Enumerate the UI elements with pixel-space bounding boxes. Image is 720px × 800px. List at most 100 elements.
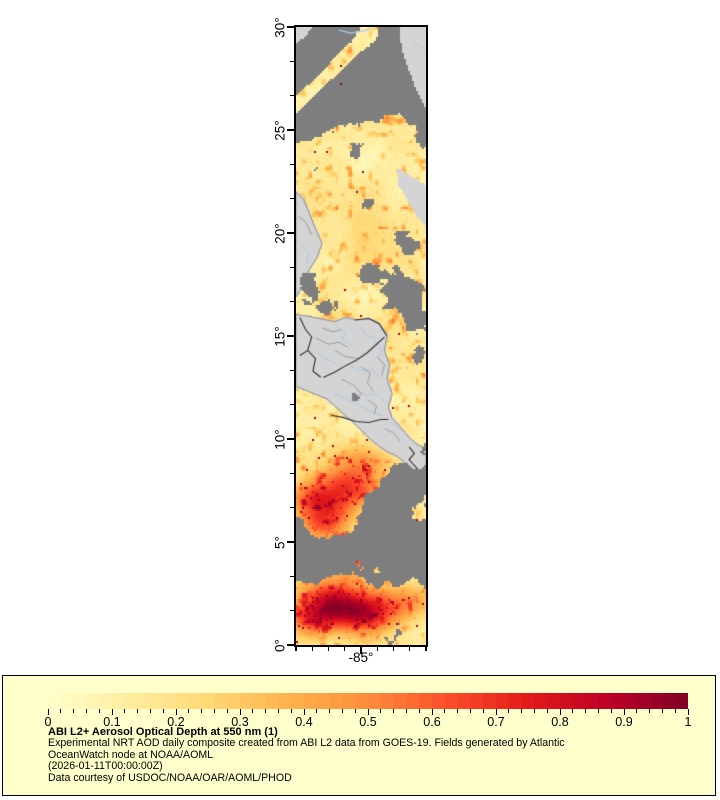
colorbar-minor-tick (482, 709, 484, 713)
colorbar-minor-tick (418, 709, 420, 713)
colorbar-minor-tick (572, 709, 574, 713)
colorbar-minor-tick (85, 709, 87, 713)
x-axis-major-tick (360, 647, 362, 654)
y-axis-tick-label: 10° (272, 428, 288, 450)
colorbar-minor-tick (124, 709, 126, 713)
colorbar-major-tick (303, 709, 305, 715)
colorbar-major-tick (431, 709, 433, 715)
colorbar-minor-tick (329, 709, 331, 713)
y-axis-minor-tick (290, 198, 294, 200)
y-axis-minor-tick (290, 60, 294, 62)
colorbar-minor-tick (533, 709, 535, 713)
colorbar-minor-tick (188, 709, 190, 713)
colorbar-minor-tick (341, 709, 343, 713)
y-axis-major-tick (287, 541, 294, 543)
y-axis-minor-tick (290, 95, 294, 97)
legend-panel: 0 0.1 0.2 0.3 0.4 0.5 0.6 0.7 0.8 0.9 1 ABI L2+ Ae… (2, 675, 716, 796)
colorbar-minor-tick (610, 709, 612, 713)
y-axis-minor-tick (290, 369, 294, 371)
colorbar-minor-tick (405, 709, 407, 713)
colorbar-minor-tick (98, 709, 100, 713)
colorbar-minor-tick (137, 709, 139, 713)
y-axis-tick-label: 25° (272, 119, 288, 141)
x-axis-minor-tick (311, 647, 313, 651)
colorbar-minor-tick (546, 709, 548, 713)
y-axis-major-tick (287, 438, 294, 440)
y-axis-minor-tick (290, 610, 294, 612)
y-axis-minor-tick (290, 404, 294, 406)
colorbar-minor-tick (252, 709, 254, 713)
colorbar-tick-label: 1 (684, 715, 692, 729)
x-axis-tick-label: -85° (348, 650, 374, 665)
colorbar-minor-tick (213, 709, 215, 713)
colorbar-major-tick (623, 709, 625, 715)
colorbar-tick-label: 0.8 (551, 715, 569, 729)
colorbar-major-tick (687, 709, 689, 715)
product-description-line-2: OceanWatch node at NOAA/AOML (48, 748, 214, 761)
colorbar-minor-tick (508, 709, 510, 713)
product-timestamp: (2026-01-11T00:00:00Z) (48, 760, 163, 773)
map-plot-frame (294, 25, 428, 647)
colorbar (48, 693, 688, 709)
y-axis-major-tick (287, 26, 294, 28)
colorbar-tick-label: 0.7 (487, 715, 505, 729)
product-description-line-1: Experimental NRT AOD daily composite cre… (48, 737, 565, 750)
colorbar-tick-label: 0.5 (359, 715, 377, 729)
y-axis-tick-label: 20° (272, 222, 288, 244)
colorbar-major-tick (367, 709, 369, 715)
colorbar-tick-label: 0.6 (423, 715, 441, 729)
colorbar-major-tick (495, 709, 497, 715)
y-axis-tick-label: 0° (272, 638, 288, 652)
colorbar-minor-tick (469, 709, 471, 713)
colorbar-minor-tick (661, 709, 663, 713)
data-credit: Data courtesy of USDOC/NOAA/OAR/AOML/PHO… (48, 771, 292, 784)
colorbar-minor-tick (290, 709, 292, 713)
y-axis-major-tick (287, 129, 294, 131)
y-axis-minor-tick (290, 575, 294, 577)
colorbar-minor-tick (162, 709, 164, 713)
colorbar-major-tick (47, 709, 49, 715)
y-axis-tick-label: 30° (272, 16, 288, 38)
colorbar-tick-label: 0 (44, 715, 52, 729)
y-axis-minor-tick (290, 507, 294, 509)
colorbar-tick-label: 0.1 (103, 715, 121, 729)
colorbar-major-tick (239, 709, 241, 715)
y-axis-major-tick (287, 644, 294, 646)
colorbar-minor-tick (316, 709, 318, 713)
colorbar-tick-label: 0.4 (295, 715, 313, 729)
colorbar-minor-tick (149, 709, 151, 713)
y-axis-minor-tick (290, 472, 294, 474)
colorbar-major-tick (111, 709, 113, 715)
colorbar-minor-tick (444, 709, 446, 713)
y-axis-major-tick (287, 335, 294, 337)
colorbar-minor-tick (597, 709, 599, 713)
colorbar-minor-tick (226, 709, 228, 713)
colorbar-minor-tick (674, 709, 676, 713)
y-axis-minor-tick (290, 266, 294, 268)
colorbar-minor-tick (585, 709, 587, 713)
colorbar-major-tick (559, 709, 561, 715)
colorbar-minor-tick (265, 709, 267, 713)
x-axis-minor-tick (295, 647, 297, 651)
colorbar-minor-tick (393, 709, 395, 713)
colorbar-major-tick (175, 709, 177, 715)
colorbar-minor-tick (649, 709, 651, 713)
colorbar-minor-tick (73, 709, 75, 713)
x-axis-minor-tick (409, 647, 411, 651)
x-axis-minor-tick (392, 647, 395, 651)
x-axis-minor-tick (376, 647, 378, 651)
x-axis-minor-tick (425, 647, 427, 651)
product-info-text: ABI L2+ Aerosol Optical Depth at 550 nm … (48, 726, 565, 784)
colorbar-minor-tick (277, 709, 279, 713)
aod-map-raster (296, 27, 426, 645)
colorbar-minor-tick (457, 709, 459, 713)
colorbar-tick-label: 0.2 (167, 715, 185, 729)
colorbar-minor-tick (60, 709, 62, 713)
colorbar-minor-tick (636, 709, 638, 713)
x-axis-minor-tick (344, 647, 346, 651)
colorbar-minor-tick (201, 709, 203, 713)
x-axis-minor-tick (327, 647, 330, 651)
product-title: ABI L2+ Aerosol Optical Depth at 550 nm … (48, 726, 278, 738)
colorbar-minor-tick (380, 709, 382, 713)
